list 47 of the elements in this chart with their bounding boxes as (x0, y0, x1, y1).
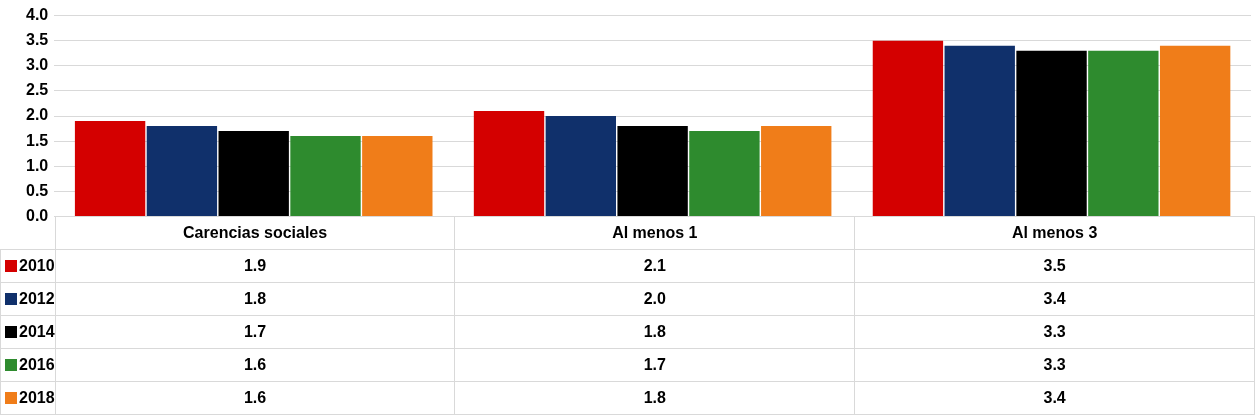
x-tick-label: Al menos 1 (454, 216, 855, 250)
bar (362, 136, 433, 216)
bar (1016, 50, 1087, 216)
bar (146, 126, 218, 216)
legend-label: 2012 (0, 282, 56, 316)
data-label: 2.1 (454, 249, 855, 283)
y-tick-label: 2.0 (25, 106, 49, 124)
data-label: 3.4 (854, 282, 1255, 316)
data-label: 3.4 (854, 381, 1255, 415)
y-tick-label: 1.5 (25, 131, 49, 149)
data-label: 1.6 (55, 348, 455, 382)
data-label: 1.8 (55, 282, 455, 316)
bar (1088, 50, 1159, 216)
data-label: 3.3 (854, 348, 1255, 382)
data-label: 1.7 (454, 348, 855, 382)
bar (1159, 45, 1231, 216)
x-tick-label: Carencias sociales (55, 216, 455, 250)
legend-label: 2010 (0, 249, 56, 283)
bar (689, 131, 760, 216)
bar (872, 40, 944, 216)
data-label: 1.9 (55, 249, 455, 283)
y-tick-label: 3.5 (25, 31, 49, 49)
data-label: 3.3 (854, 315, 1255, 349)
y-tick-label: 1.0 (25, 156, 49, 174)
data-label: 1.8 (454, 381, 855, 415)
bar (761, 126, 832, 216)
data-label: 2.0 (454, 282, 855, 316)
y-tick-label: 0.5 (25, 181, 49, 199)
y-tick-label: 3.0 (25, 56, 49, 74)
data-label: 1.7 (55, 315, 455, 349)
y-tick-label: 2.5 (25, 81, 49, 99)
legend-label: 2014 (0, 315, 56, 349)
y-tick-label: 0.0 (25, 206, 49, 224)
bar (218, 131, 289, 216)
y-tick-label: 4.0 (25, 6, 49, 24)
legend-label: 2018 (0, 381, 56, 415)
bar (545, 116, 616, 216)
data-label: 3.5 (854, 249, 1255, 283)
legend-label: 2016 (0, 348, 56, 382)
data-label: 1.6 (55, 381, 455, 415)
data-label: 1.8 (454, 315, 855, 349)
bar (74, 121, 146, 216)
bar (473, 110, 545, 216)
bar (617, 126, 688, 216)
bar (944, 45, 1015, 216)
x-tick-label: Al menos 3 (854, 216, 1255, 250)
bar (290, 136, 361, 216)
